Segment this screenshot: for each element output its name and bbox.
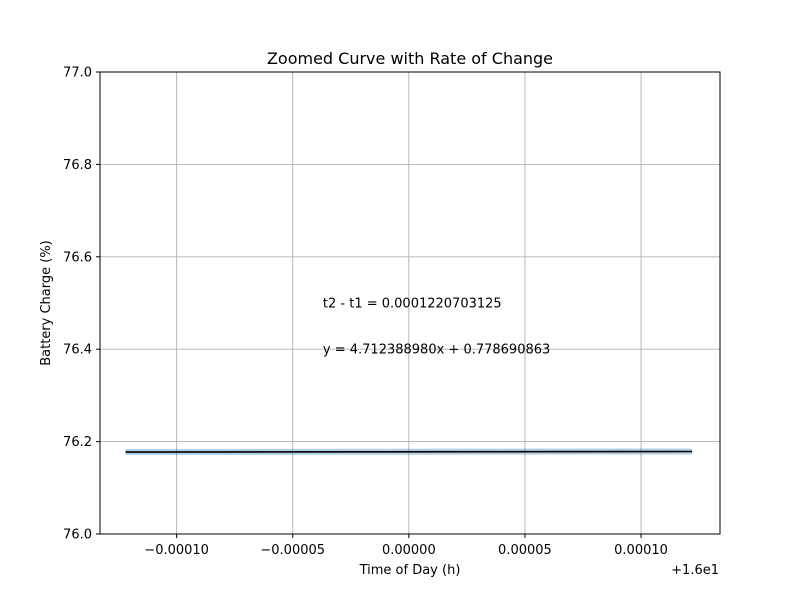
y-tick-label: 76.0 [63, 528, 92, 543]
x-axis: −0.00010 −0.00005 0.00000 0.00005 0.00010 [144, 534, 668, 558]
x-axis-label: Time of Day (h) [359, 563, 461, 578]
annotation-2: y = 4.712388980x + 0.778690863 [323, 343, 550, 358]
annotations: t2 - t1 = 0.0001220703125 y = 4.712388980… [323, 297, 550, 358]
y-axis: 76.0 76.2 76.4 76.6 76.8 77.0 [63, 66, 100, 543]
y-axis-label: Battery Charge (%) [39, 240, 54, 366]
x-tick-label: 0.00010 [614, 543, 668, 558]
annotation-1: t2 - t1 = 0.0001220703125 [323, 297, 502, 312]
y-tick-label: 76.6 [63, 250, 92, 265]
x-tick-label: −0.00005 [260, 543, 325, 558]
x-tick-label: −0.00010 [144, 543, 209, 558]
y-tick-label: 76.4 [63, 343, 92, 358]
y-tick-label: 76.8 [63, 158, 92, 173]
x-tick-label: 0.00005 [498, 543, 552, 558]
rate-of-change-line [125, 450, 693, 453]
y-tick-label: 76.2 [63, 435, 92, 450]
x-axis-offset-label: +1.6e1 [671, 563, 719, 578]
series-layer [125, 448, 693, 455]
x-tick-label: 0.00000 [382, 543, 436, 558]
chart-title: Zoomed Curve with Rate of Change [267, 49, 553, 68]
y-tick-label: 77.0 [63, 66, 92, 81]
plot-frame [99, 71, 721, 535]
